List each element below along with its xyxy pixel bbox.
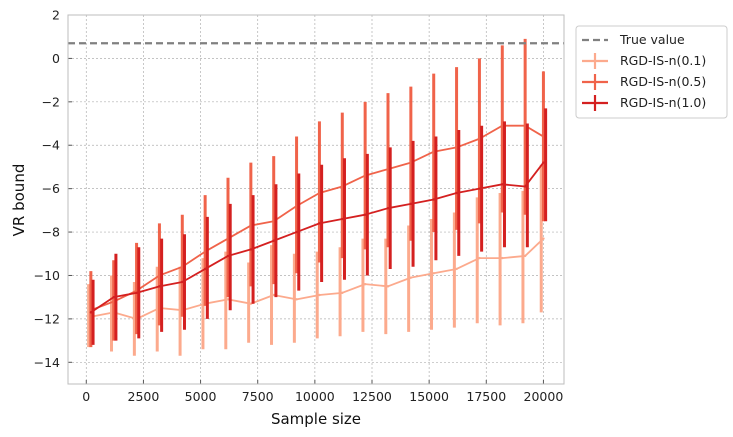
data-point bbox=[203, 250, 207, 253]
x-tick-label: 5000 bbox=[185, 389, 217, 404]
data-point bbox=[386, 206, 390, 210]
y-tick-label: 0 bbox=[52, 51, 60, 66]
legend: True value RGD-IS-n(0.1) RGD-IS-n(0.5) R… bbox=[575, 25, 728, 119]
data-point bbox=[501, 256, 504, 260]
data-point bbox=[455, 191, 458, 195]
data-point bbox=[409, 202, 413, 206]
y-tick-label: −4 bbox=[42, 138, 60, 153]
series-layer bbox=[87, 38, 548, 356]
data-point bbox=[409, 161, 413, 164]
data-point bbox=[249, 302, 253, 305]
data-point bbox=[409, 276, 413, 279]
y-tick-label: −12 bbox=[34, 311, 60, 326]
data-point bbox=[478, 256, 481, 260]
series-3 bbox=[89, 108, 548, 345]
data-point bbox=[272, 293, 275, 297]
data-point bbox=[432, 198, 435, 201]
data-point bbox=[363, 174, 367, 177]
legend-label-series-3: RGD-IS-n(1.0) bbox=[620, 95, 706, 110]
data-point bbox=[523, 185, 527, 188]
data-point bbox=[478, 187, 481, 190]
data-point bbox=[478, 137, 481, 140]
x-tick-label: 7500 bbox=[242, 389, 274, 404]
x-tick-label: 15000 bbox=[409, 389, 449, 404]
data-point bbox=[112, 300, 115, 303]
data-point bbox=[318, 191, 321, 195]
x-tick-label: 10000 bbox=[295, 389, 335, 404]
data-point bbox=[363, 213, 367, 216]
y-axis-label: VR bound bbox=[10, 164, 28, 237]
data-point bbox=[181, 265, 184, 268]
data-point bbox=[203, 267, 207, 271]
data-point bbox=[249, 248, 253, 251]
data-point bbox=[341, 291, 344, 295]
data-point bbox=[341, 185, 344, 188]
data-point bbox=[295, 204, 298, 208]
data-point bbox=[386, 167, 390, 171]
data-point bbox=[455, 267, 458, 271]
data-point bbox=[318, 222, 321, 225]
data-point bbox=[226, 254, 230, 258]
x-axis-ticks: 0 2500 5000 7500 10000 12500 15000 17500 20000 bbox=[82, 380, 563, 404]
data-point bbox=[542, 135, 545, 138]
x-axis-label: Sample size bbox=[271, 410, 361, 428]
y-tick-label: −14 bbox=[34, 355, 60, 370]
data-point bbox=[158, 285, 161, 288]
data-point bbox=[89, 311, 93, 314]
data-point bbox=[295, 298, 298, 301]
data-point bbox=[318, 293, 321, 297]
data-point bbox=[432, 272, 435, 275]
data-point bbox=[135, 291, 138, 295]
data-point bbox=[89, 309, 93, 312]
x-tick-label: 12500 bbox=[352, 389, 392, 404]
data-point bbox=[455, 146, 458, 149]
data-point bbox=[135, 289, 138, 292]
data-point bbox=[363, 282, 367, 286]
legend-label-true-value: True value bbox=[619, 32, 685, 47]
x-tick-label: 20000 bbox=[524, 389, 564, 404]
data-point bbox=[295, 230, 298, 234]
data-point bbox=[501, 183, 504, 186]
series-2 bbox=[89, 38, 545, 348]
legend-label-series-2: RGD-IS-n(0.5) bbox=[620, 74, 706, 89]
y-axis-ticks: −14 −12 −10 −8 −6 −4 −2 0 2 bbox=[34, 8, 72, 370]
data-point bbox=[432, 150, 435, 153]
y-tick-label: −10 bbox=[34, 268, 60, 283]
legend-box bbox=[575, 25, 728, 119]
data-point bbox=[523, 124, 527, 127]
data-point bbox=[181, 280, 184, 284]
legend-label-series-1: RGD-IS-n(0.1) bbox=[620, 53, 706, 68]
data-point bbox=[341, 217, 344, 221]
data-point bbox=[523, 254, 527, 258]
data-point bbox=[272, 220, 275, 223]
data-point bbox=[542, 161, 545, 164]
data-point bbox=[386, 285, 390, 288]
x-tick-label: 2500 bbox=[128, 389, 160, 404]
data-point bbox=[226, 237, 230, 240]
plot-frame bbox=[67, 14, 565, 385]
data-point bbox=[542, 237, 545, 240]
x-tick-label: 17500 bbox=[466, 389, 506, 404]
y-tick-label: −6 bbox=[42, 181, 60, 196]
data-point bbox=[501, 124, 504, 127]
data-point bbox=[249, 224, 253, 227]
y-tick-label: −8 bbox=[42, 225, 60, 240]
data-point bbox=[226, 298, 230, 301]
data-point bbox=[158, 274, 161, 277]
data-point bbox=[272, 239, 275, 242]
data-point bbox=[112, 295, 115, 299]
y-tick-label: −2 bbox=[42, 94, 60, 109]
series-1 bbox=[87, 164, 545, 356]
y-tick-label: 2 bbox=[52, 8, 60, 23]
x-tick-label: 0 bbox=[82, 389, 90, 404]
